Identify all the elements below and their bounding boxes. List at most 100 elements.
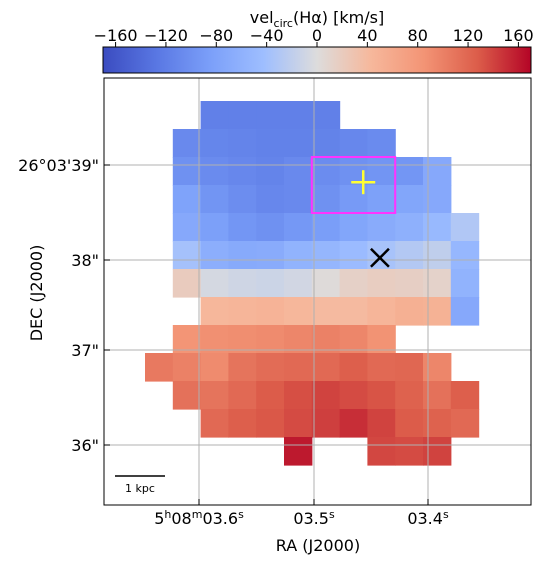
map-cell <box>284 101 313 130</box>
map-cell <box>200 241 229 270</box>
y-tick-label: 38" <box>71 251 99 270</box>
map-cell <box>145 353 174 382</box>
map-cell <box>367 381 396 410</box>
map-cell <box>367 269 396 298</box>
x-tick-label: 5h08m03.6s <box>154 508 244 528</box>
map-cell <box>256 381 285 410</box>
map-cell <box>172 269 202 298</box>
map-cell <box>228 297 257 326</box>
map-cell <box>423 381 452 410</box>
map-cell <box>200 157 229 186</box>
map-cell <box>200 101 229 130</box>
map-cell <box>228 409 257 438</box>
map-cell <box>228 269 257 298</box>
map-cell <box>311 269 341 298</box>
map-cell <box>256 353 285 382</box>
colorbar-tick-label: −120 <box>144 26 188 45</box>
map-cell <box>423 297 452 326</box>
map-cell <box>450 381 480 410</box>
x-tick-label: 03.4s <box>407 508 449 528</box>
map-cell <box>256 129 285 158</box>
map-cell <box>284 353 313 382</box>
map-cell <box>311 409 341 438</box>
map-cell <box>172 185 202 214</box>
map-cell <box>256 101 285 130</box>
y-tick-label: 37" <box>71 341 99 360</box>
map-cell <box>311 325 341 354</box>
map-cell <box>172 381 202 410</box>
x-marker <box>370 247 390 268</box>
map-cell <box>450 213 480 242</box>
map-cell <box>256 409 285 438</box>
map-cell <box>367 297 396 326</box>
map-cell <box>256 269 285 298</box>
map-cell <box>395 157 424 186</box>
x-axis-label: RA (J2000) <box>276 536 360 555</box>
map-cell <box>172 325 202 354</box>
grid-lines <box>104 78 531 505</box>
x-ticks: 5h08m03.6s 03.5s 03.4s <box>154 499 449 528</box>
map-cell <box>339 353 368 382</box>
colorbar-tick-label: 120 <box>453 26 484 45</box>
map-cell <box>339 381 368 410</box>
map-cell <box>450 297 480 326</box>
map-cell <box>423 409 452 438</box>
colorbar-bar <box>102 46 532 74</box>
y-ticks: 26°03'39" 38" 37" 36" <box>18 156 110 455</box>
map-cell <box>311 129 341 158</box>
map-cell <box>367 185 396 214</box>
map-cell <box>339 129 368 158</box>
map-cell <box>395 185 424 214</box>
map-cell <box>339 241 368 270</box>
x-tick-label: 03.5s <box>293 508 335 528</box>
map-cell <box>339 297 368 326</box>
map-cell <box>311 353 341 382</box>
map-cell <box>256 241 285 270</box>
map-cell <box>423 437 452 466</box>
map-cell <box>284 157 313 186</box>
map-cell <box>228 101 257 130</box>
map-cell <box>284 129 313 158</box>
map-cell <box>450 241 480 270</box>
map-cell <box>256 297 285 326</box>
map-cell <box>172 353 202 382</box>
map-cell <box>367 353 396 382</box>
map-cell <box>284 213 313 242</box>
map-cell <box>284 185 313 214</box>
map-cell <box>228 381 257 410</box>
colorbar-label: velcirc(Hα) [km/s] <box>250 8 384 30</box>
map-cell <box>339 269 368 298</box>
map-cell <box>395 353 424 382</box>
map-cell <box>228 129 257 158</box>
map-cell <box>284 409 313 438</box>
colorbar-tick-label: −40 <box>250 26 284 45</box>
map-cell <box>367 213 396 242</box>
map-cell <box>395 269 424 298</box>
map-cell <box>395 297 424 326</box>
map-cell <box>256 325 285 354</box>
scale-bar-label: 1 kpc <box>125 482 155 495</box>
map-cell <box>423 241 452 270</box>
map-cell <box>284 325 313 354</box>
map-cell <box>256 213 285 242</box>
map-cell <box>200 381 229 410</box>
map-cell <box>256 157 285 186</box>
map-cell <box>450 269 480 298</box>
center-cross-marker <box>351 170 376 195</box>
y-tick-label: 26°03'39" <box>18 156 99 175</box>
map-cell <box>228 157 257 186</box>
map-cell <box>367 437 396 466</box>
map-cell <box>172 241 202 270</box>
x-marker-b <box>370 247 390 268</box>
colorbar-tick-label: 160 <box>503 26 534 45</box>
map-cell <box>367 409 396 438</box>
map-cell <box>200 269 229 298</box>
colorbar-tick-label: −160 <box>94 26 138 45</box>
map-cell <box>311 101 341 130</box>
map-cell <box>423 157 452 186</box>
map-cell <box>284 297 313 326</box>
map-cell <box>395 409 424 438</box>
map-cell <box>311 381 341 410</box>
map-cell <box>228 185 257 214</box>
